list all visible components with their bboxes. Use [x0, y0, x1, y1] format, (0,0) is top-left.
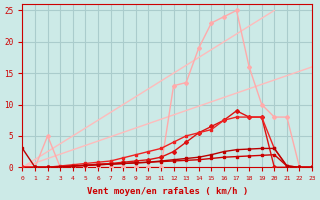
X-axis label: Vent moyen/en rafales ( km/h ): Vent moyen/en rafales ( km/h ) [87, 187, 248, 196]
